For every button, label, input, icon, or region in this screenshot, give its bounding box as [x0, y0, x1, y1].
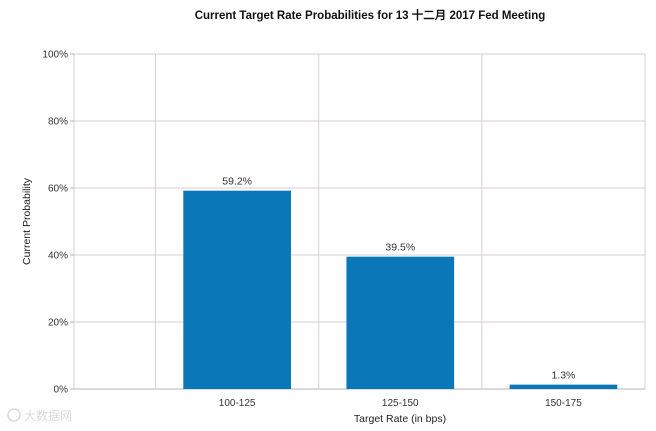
bar-150-175: [509, 384, 618, 389]
y-tick-label: 40%: [48, 251, 68, 262]
y-tick-label: 20%: [48, 318, 68, 329]
y-tick-label: 100%: [42, 50, 68, 61]
bar-100-125: [183, 190, 291, 389]
watermark-text: 大数据网: [24, 408, 72, 423]
grid-layer: [70, 53, 646, 390]
y-tick-label: 80%: [48, 117, 68, 128]
bar-125-150: [346, 256, 455, 389]
bar-data-label: 1.3%: [551, 370, 575, 382]
x-tick-label: 100-125: [219, 398, 256, 409]
y-tick-label: 0%: [54, 385, 69, 396]
y-tick-label: 60%: [48, 184, 68, 195]
ticks-layer: 0% 20% 40% 60% 80% 100% 59.2% 100-125 39.5% 125-1…: [42, 50, 582, 410]
x-tick-label: 150-175: [545, 398, 582, 409]
bars-layer: [183, 190, 618, 389]
bar-data-label: 59.2%: [222, 176, 252, 188]
x-axis-title: Target Rate (in bps): [354, 413, 446, 425]
chart-title: Current Target Rate Probabilities for 13…: [195, 8, 546, 22]
y-axis-title: Current Probability: [21, 177, 33, 265]
watermark-logo: 大数据网: [7, 408, 72, 423]
bar-data-label: 39.5%: [385, 242, 415, 254]
x-tick-label: 125-150: [382, 398, 419, 409]
